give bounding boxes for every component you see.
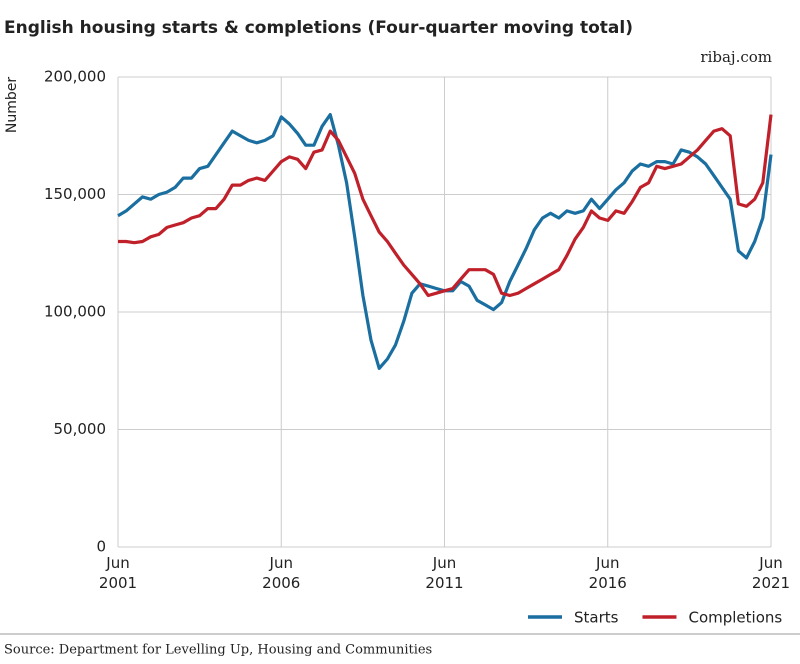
legend-label: Completions bbox=[688, 609, 782, 627]
x-tick-label: Jun 2001 bbox=[98, 554, 138, 592]
y-tick-label: 150,000 bbox=[44, 185, 106, 203]
legend-label: Starts bbox=[574, 609, 619, 627]
x-tick-label: Jun 2021 bbox=[751, 554, 791, 592]
source-label: ribaj.com bbox=[700, 48, 772, 66]
series-line bbox=[118, 114, 773, 298]
y-tick-label: 50,000 bbox=[54, 420, 107, 438]
x-tick-label: Jun 2016 bbox=[588, 554, 627, 592]
y-tick-label: 200,000 bbox=[44, 68, 106, 86]
x-tick-label: Jun 2006 bbox=[262, 554, 301, 592]
source-note: Source: Department for Levelling Up, Hou… bbox=[4, 643, 432, 658]
y-axis-label: Number bbox=[4, 77, 20, 133]
x-tick-label: Jun 2011 bbox=[425, 554, 464, 592]
y-tick-label: 0 bbox=[96, 538, 106, 556]
chart-title: English housing starts & completions (Fo… bbox=[4, 18, 633, 38]
y-tick-label: 100,000 bbox=[44, 303, 106, 321]
